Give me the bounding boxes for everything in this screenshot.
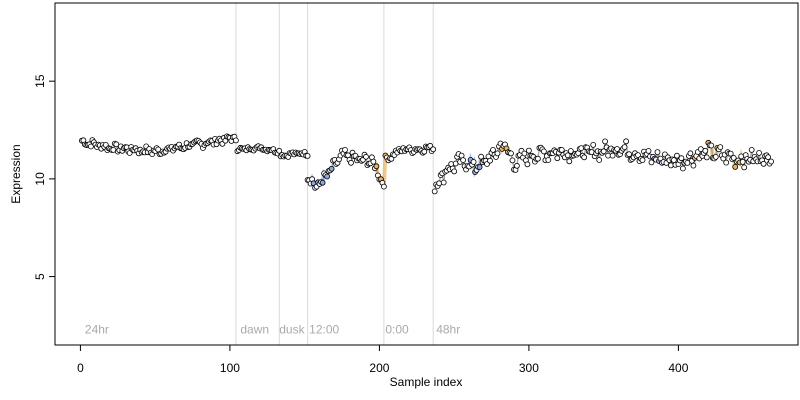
data-point — [590, 141, 597, 148]
data-point — [732, 163, 739, 170]
data-point — [687, 150, 694, 157]
y-tick-label-0: 5 — [33, 273, 47, 280]
data-point — [635, 152, 641, 159]
data-point — [440, 179, 447, 186]
x-tick-label-3: 300 — [519, 361, 539, 375]
y-tick-label-2: 15 — [33, 74, 47, 88]
data-point — [558, 146, 565, 153]
data-point — [319, 179, 326, 186]
y-axis: 5 10 15 — [33, 74, 56, 280]
data-point — [348, 159, 354, 166]
data-point — [600, 148, 607, 155]
data-point — [756, 149, 762, 156]
data-point — [363, 153, 369, 160]
region-label-5: 48hr — [436, 322, 460, 336]
data-point — [460, 157, 467, 164]
data-point — [535, 155, 541, 162]
data-point — [487, 157, 493, 164]
data-point — [490, 146, 496, 153]
data-point — [328, 165, 335, 172]
data-point — [554, 155, 561, 162]
data-point — [476, 164, 483, 171]
data-point — [648, 159, 655, 166]
region-label-4: 0:00 — [385, 322, 409, 336]
data-point — [645, 147, 652, 154]
data-point — [373, 163, 380, 170]
data-point — [324, 173, 331, 180]
data-point — [478, 153, 485, 160]
data-point — [741, 164, 748, 171]
data-point — [581, 154, 588, 161]
data-point — [431, 188, 438, 195]
plot-frame — [54, 2, 799, 346]
data-point — [370, 158, 377, 165]
data-point — [730, 154, 737, 161]
data-point — [541, 148, 547, 155]
data-point — [451, 168, 458, 175]
data-point — [508, 150, 514, 157]
x-tick-label-4: 400 — [668, 361, 688, 375]
data-point — [678, 155, 685, 162]
region-labels: 24hr dawn dusk 12:00 0:00 48hr — [85, 322, 460, 336]
region-label-3: 12:00 — [309, 322, 339, 336]
data-point — [639, 157, 646, 164]
data-point — [708, 142, 715, 149]
data-point — [421, 148, 428, 155]
region-label-1: dawn — [240, 322, 269, 336]
y-tick-label-1: 10 — [33, 172, 47, 186]
data-point — [727, 150, 734, 157]
data-point — [712, 153, 719, 160]
x-axis: 0 100 200 300 400 — [77, 344, 689, 375]
data-point — [768, 158, 774, 165]
data-point — [760, 160, 767, 167]
data-point — [739, 158, 746, 165]
data-point — [671, 157, 677, 164]
region-label-0: 24hr — [85, 322, 109, 336]
data-point — [621, 144, 628, 151]
data-point — [304, 152, 311, 159]
data-point — [430, 146, 437, 153]
data-point — [494, 150, 501, 157]
data-point — [514, 162, 520, 169]
data-point — [276, 147, 283, 154]
data-point — [680, 165, 686, 172]
data-point — [609, 152, 616, 159]
x-tick-label-0: 0 — [77, 361, 84, 375]
data-point — [545, 157, 552, 163]
data-point — [470, 159, 477, 165]
data-points — [79, 133, 774, 195]
data-point — [566, 158, 573, 165]
data-point — [702, 147, 709, 154]
data-point — [717, 144, 724, 151]
data-point — [623, 138, 629, 145]
data-point — [232, 137, 239, 144]
data-point — [626, 151, 632, 158]
region-label-2: dusk — [279, 322, 305, 336]
data-point — [521, 150, 528, 157]
data-point — [748, 146, 755, 153]
data-point — [723, 159, 730, 166]
data-point — [342, 146, 348, 153]
data-point — [602, 138, 608, 145]
x-axis-title: Sample index — [390, 375, 463, 389]
data-point — [526, 147, 532, 154]
data-point — [524, 161, 531, 168]
data-point — [690, 162, 697, 169]
data-point — [380, 183, 387, 190]
data-point — [703, 154, 710, 161]
data-point — [509, 157, 516, 164]
data-point — [674, 152, 680, 159]
data-point — [765, 154, 771, 161]
x-tick-label-2: 200 — [369, 361, 389, 375]
x-tick-label-1: 100 — [220, 361, 240, 375]
y-axis-title: Expression — [9, 144, 23, 203]
data-point — [596, 157, 603, 163]
data-point — [654, 149, 661, 156]
vertical-reference-lines — [235, 3, 434, 345]
